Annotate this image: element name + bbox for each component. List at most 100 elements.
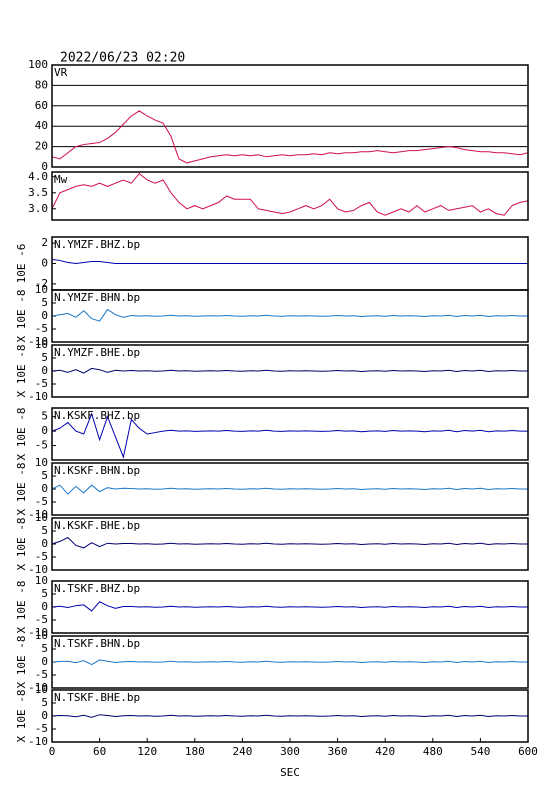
y-tick-label: -10 xyxy=(28,626,48,639)
panel-label: VR xyxy=(54,66,68,79)
y-tick-label: 0 xyxy=(41,160,48,173)
panel-label: N.TSKF.BHE.bp xyxy=(54,691,140,704)
panel-label: N.KSKF.BHZ.bp xyxy=(54,409,140,422)
y-tick-label: -5 xyxy=(35,668,48,681)
trace xyxy=(51,258,528,265)
y-tick-label: 5 xyxy=(41,642,48,655)
y-tick-label: 3.0 xyxy=(28,202,48,215)
y-tick-label: -5 xyxy=(35,613,48,626)
trace xyxy=(51,484,528,495)
trace xyxy=(51,601,528,612)
y-axis-label: X 10E -8 xyxy=(15,463,28,516)
trace xyxy=(51,172,529,216)
trace xyxy=(51,110,529,164)
x-tick-label: 60 xyxy=(93,745,106,758)
y-tick-label: 0 xyxy=(41,709,48,722)
x-tick-label: 540 xyxy=(470,745,490,758)
y-axis-label: 10E -6 xyxy=(15,244,28,284)
panel-frame xyxy=(51,64,529,168)
trace xyxy=(51,659,528,666)
y-tick-label: 0 xyxy=(41,424,48,437)
y-tick-label: 10 xyxy=(35,338,48,351)
trace xyxy=(51,367,528,374)
y-tick-label: 10 xyxy=(35,574,48,587)
panel-label: N.KSKF.BHN.bp xyxy=(54,464,140,477)
panel-frame xyxy=(51,344,529,398)
y-tick-label: -10 xyxy=(28,735,48,748)
y-tick-label: 10 xyxy=(35,456,48,469)
y-tick-label: -5 xyxy=(35,377,48,390)
y-tick-label: 2 xyxy=(41,236,48,249)
panel-label: N.YMZF.BHZ.bp xyxy=(54,238,140,251)
y-tick-label: 20 xyxy=(35,140,48,153)
y-axis-label: X 10E -8 xyxy=(15,345,28,398)
panel-label: Mw xyxy=(54,173,68,186)
trace xyxy=(51,412,528,459)
y-tick-label: 80 xyxy=(35,78,48,91)
y-tick-label: 10 xyxy=(35,683,48,696)
y-axis-label: X 10E -8 xyxy=(15,581,28,634)
x-axis-label: SEC xyxy=(280,766,300,779)
y-tick-label: 5 xyxy=(41,587,48,600)
panel-frame xyxy=(51,580,529,634)
panel-frame xyxy=(51,171,529,221)
y-tick-label: -2 xyxy=(35,277,48,290)
y-tick-label: 0 xyxy=(41,309,48,322)
y-tick-label: 40 xyxy=(35,119,48,132)
x-tick-label: 180 xyxy=(185,745,205,758)
x-tick-label: 240 xyxy=(232,745,252,758)
trace xyxy=(51,536,528,549)
panel-frame xyxy=(51,635,529,689)
x-tick-label: 420 xyxy=(375,745,395,758)
y-axis-label: X 10E -8 xyxy=(15,408,28,461)
y-tick-label: 10 xyxy=(35,629,48,642)
y-tick-label: 5 xyxy=(41,696,48,709)
y-tick-label: 0 xyxy=(41,600,48,613)
y-tick-label: 5 xyxy=(41,524,48,537)
y-tick-label: 0 xyxy=(41,257,48,270)
x-tick-label: 0 xyxy=(49,745,56,758)
y-tick-label: 5 xyxy=(41,410,48,423)
panel-label: N.KSKF.BHE.bp xyxy=(54,519,140,532)
x-tick-label: 300 xyxy=(280,745,300,758)
y-tick-label: 4.0 xyxy=(28,170,48,183)
y-tick-label: -10 xyxy=(28,563,48,576)
y-tick-label: 0 xyxy=(41,655,48,668)
panel-label: N.TSKF.BHN.bp xyxy=(54,637,140,650)
y-axis-label: X 10E -8 xyxy=(15,636,28,689)
y-tick-label: 5 xyxy=(41,296,48,309)
y-tick-label: -10 xyxy=(28,681,48,694)
panel-frame xyxy=(51,517,529,571)
y-tick-label: 3.5 xyxy=(28,186,48,199)
trace xyxy=(51,308,528,322)
panel-frame xyxy=(51,407,529,461)
y-axis-label: X 10E -8 xyxy=(15,690,28,743)
y-tick-label: 5 xyxy=(41,351,48,364)
y-axis-label: X 10E -8 xyxy=(15,518,28,571)
x-tick-label: 120 xyxy=(137,745,157,758)
y-tick-label: 0 xyxy=(41,364,48,377)
panel-label: N.TSKF.BHZ.bp xyxy=(54,582,140,595)
y-tick-label: 10 xyxy=(35,283,48,296)
x-tick-label: 360 xyxy=(328,745,348,758)
y-tick-label: 0 xyxy=(41,482,48,495)
y-tick-label: 60 xyxy=(35,99,48,112)
y-tick-label: 0 xyxy=(41,537,48,550)
y-tick-label: -5 xyxy=(35,550,48,563)
y-tick-label: -10 xyxy=(28,508,48,521)
y-tick-label: 100 xyxy=(28,58,48,71)
panel-frame xyxy=(51,289,529,343)
chart-title: 2022/06/23 02:20 xyxy=(60,51,185,66)
y-tick-label: -5 xyxy=(35,722,48,735)
y-tick-label: -5 xyxy=(35,495,48,508)
y-tick-label: -5 xyxy=(35,322,48,335)
panel-label: N.YMZF.BHN.bp xyxy=(54,291,140,304)
trace xyxy=(51,714,528,718)
x-tick-label: 480 xyxy=(423,745,443,758)
y-tick-label: 10 xyxy=(35,511,48,524)
y-tick-label: 5 xyxy=(41,469,48,482)
y-tick-label: -5 xyxy=(35,439,48,452)
panel-label: N.YMZF.BHE.bp xyxy=(54,346,140,359)
